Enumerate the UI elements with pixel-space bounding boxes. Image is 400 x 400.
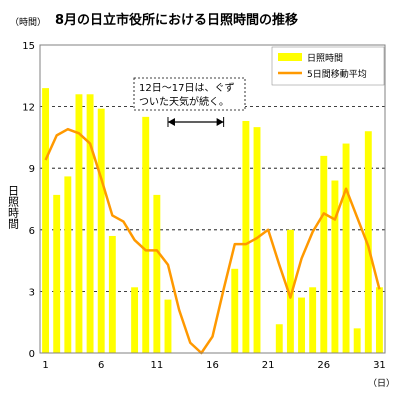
- y-tick-label: 0: [29, 349, 35, 360]
- line-series: [44, 127, 381, 355]
- x-tick-label: 21: [262, 360, 275, 371]
- x-tick-label: 31: [373, 360, 386, 371]
- bar: [309, 287, 317, 353]
- annotation-box: [133, 77, 246, 111]
- y-tick-label: 9: [29, 164, 35, 175]
- bar: [298, 297, 305, 353]
- x-tick-label: 11: [150, 360, 163, 371]
- bar: [42, 88, 50, 354]
- legend: 日照時間 5日間移動平均: [271, 46, 385, 86]
- legend-bar-label: 日照時間: [307, 53, 343, 64]
- y-unit-label: （時間）: [10, 17, 46, 28]
- arrow-head-left: [167, 118, 175, 126]
- arrow-head-right: [216, 118, 224, 126]
- y-tick-label: 6: [29, 226, 35, 237]
- x-axis-ticks: 1 6 11 16 21 26 31: [42, 360, 385, 371]
- bar: [164, 299, 172, 353]
- x-tick-label: 6: [98, 360, 104, 371]
- bar: [320, 155, 328, 353]
- chart-title: 8月の日立市役所における日照時間の推移: [55, 12, 298, 28]
- x-tick-label: 16: [206, 360, 219, 371]
- bar: [64, 176, 72, 353]
- bar: [231, 268, 239, 353]
- legend-bar-swatch: [278, 53, 302, 61]
- bar: [97, 108, 105, 353]
- x-unit-label: （日）: [368, 378, 395, 389]
- bar: [108, 235, 116, 353]
- bar-series: [42, 88, 383, 354]
- x-tick-label: 1: [42, 360, 48, 371]
- annotation-line-1: 12日～17日は、ぐず: [139, 82, 234, 94]
- bar: [364, 131, 372, 353]
- bar: [142, 116, 150, 353]
- annotation-range-arrow: [167, 117, 225, 127]
- y-axis-ticks: 0 3 6 9 12 15: [22, 41, 35, 360]
- annotation: 12日～17日は、ぐず ついた天気が続く。: [133, 77, 246, 127]
- bar: [342, 143, 350, 353]
- bar: [331, 180, 339, 353]
- bar: [53, 194, 61, 353]
- x-tick-label: 26: [317, 360, 330, 371]
- bar: [275, 324, 283, 353]
- legend-line-label: 5日間移動平均: [307, 68, 367, 80]
- bar: [286, 229, 294, 353]
- annotation-line-2: ついた天気が続く。: [139, 95, 229, 108]
- bar: [86, 94, 94, 353]
- bar: [153, 194, 161, 353]
- bar: [242, 120, 250, 354]
- bar: [375, 287, 383, 353]
- y-tick-label: 12: [22, 103, 35, 114]
- bar: [353, 328, 361, 353]
- plot-area-border: [39, 44, 386, 354]
- bar: [131, 287, 139, 353]
- y-tick-label: 3: [29, 287, 35, 298]
- y-tick-label: 15: [22, 41, 35, 52]
- moving-average-line: [44, 127, 381, 355]
- bar: [75, 94, 83, 353]
- bar: [253, 127, 261, 353]
- y-axis-label: 日照時間: [7, 185, 20, 230]
